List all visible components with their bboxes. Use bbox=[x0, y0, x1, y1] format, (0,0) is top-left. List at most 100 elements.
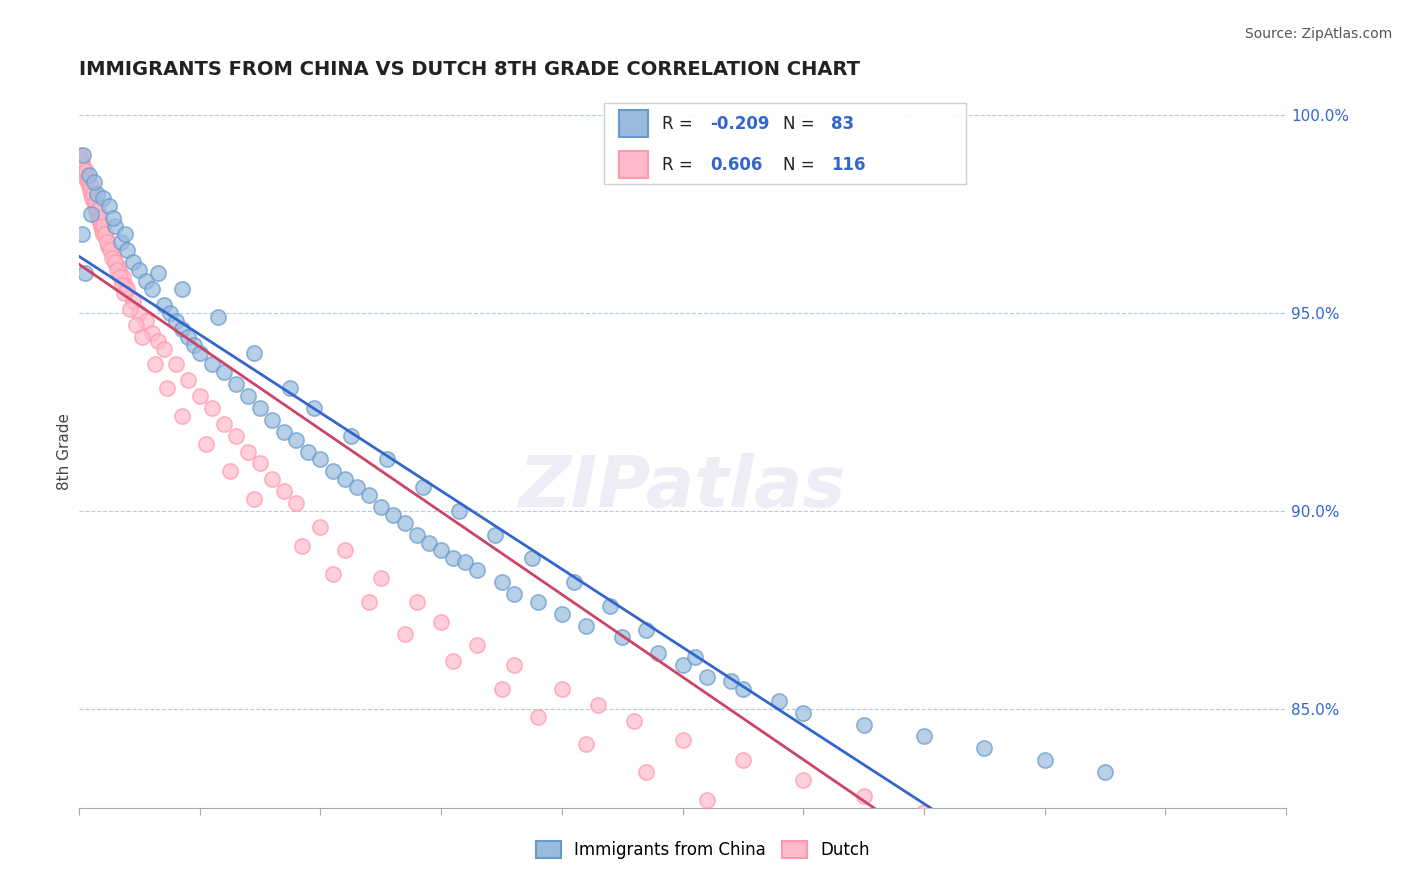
Point bbox=[94, 231, 117, 245]
Point bbox=[671, 733, 693, 747]
Point bbox=[599, 599, 621, 613]
Point bbox=[94, 227, 117, 241]
Text: 83: 83 bbox=[831, 115, 855, 133]
Point bbox=[87, 203, 110, 218]
Point bbox=[90, 219, 112, 233]
Point bbox=[394, 516, 416, 530]
Point bbox=[412, 480, 434, 494]
Point bbox=[82, 187, 104, 202]
Point bbox=[86, 187, 108, 202]
Point bbox=[165, 314, 187, 328]
Point bbox=[91, 191, 114, 205]
Point bbox=[304, 401, 326, 415]
Point bbox=[83, 195, 105, 210]
Point bbox=[491, 681, 513, 696]
Point bbox=[84, 203, 107, 218]
Point bbox=[131, 330, 153, 344]
Point bbox=[236, 444, 259, 458]
Point bbox=[696, 670, 718, 684]
Point bbox=[134, 274, 156, 288]
Point bbox=[467, 639, 489, 653]
Point bbox=[454, 555, 477, 569]
Point bbox=[73, 163, 96, 178]
Text: N =: N = bbox=[783, 156, 820, 174]
Point bbox=[122, 294, 145, 309]
Point bbox=[1094, 764, 1116, 779]
Point bbox=[70, 152, 93, 166]
Point bbox=[101, 211, 124, 225]
Point bbox=[586, 698, 609, 712]
Point bbox=[418, 535, 440, 549]
Point bbox=[285, 433, 308, 447]
Point bbox=[322, 464, 344, 478]
Point bbox=[101, 246, 124, 260]
Point bbox=[852, 717, 875, 731]
Point bbox=[1033, 753, 1056, 767]
Point bbox=[731, 753, 754, 767]
Point bbox=[201, 358, 224, 372]
Point bbox=[370, 571, 392, 585]
Point bbox=[98, 243, 121, 257]
Point bbox=[346, 480, 368, 494]
Point bbox=[194, 436, 217, 450]
Point bbox=[87, 211, 110, 225]
Point bbox=[84, 195, 107, 210]
Point bbox=[75, 168, 97, 182]
Point bbox=[89, 215, 111, 229]
Text: R =: R = bbox=[662, 115, 699, 133]
Point bbox=[188, 389, 211, 403]
Point bbox=[117, 243, 139, 257]
Point bbox=[225, 428, 247, 442]
Point bbox=[146, 267, 169, 281]
Point bbox=[143, 358, 166, 372]
Point bbox=[370, 500, 392, 514]
Point bbox=[70, 155, 93, 169]
Point bbox=[120, 302, 142, 317]
Point bbox=[491, 575, 513, 590]
Point bbox=[273, 484, 295, 499]
Text: -0.209: -0.209 bbox=[710, 115, 770, 133]
Point bbox=[647, 646, 669, 660]
Point bbox=[111, 270, 134, 285]
Point bbox=[731, 681, 754, 696]
Point bbox=[262, 472, 284, 486]
Point bbox=[152, 342, 174, 356]
Point bbox=[449, 504, 471, 518]
Point bbox=[77, 179, 100, 194]
Point bbox=[623, 714, 645, 728]
Point bbox=[720, 673, 742, 688]
Point bbox=[551, 607, 574, 621]
Point bbox=[83, 176, 105, 190]
Point bbox=[792, 706, 814, 720]
Point bbox=[1154, 855, 1177, 870]
Point bbox=[612, 631, 634, 645]
Point bbox=[114, 227, 136, 241]
Point bbox=[912, 730, 935, 744]
Point bbox=[91, 223, 114, 237]
Point bbox=[696, 793, 718, 807]
Point bbox=[889, 863, 911, 878]
Point bbox=[152, 298, 174, 312]
Point bbox=[156, 381, 179, 395]
Point bbox=[249, 457, 271, 471]
Point bbox=[91, 219, 114, 233]
Point bbox=[100, 243, 122, 257]
Point bbox=[357, 488, 380, 502]
Point bbox=[575, 737, 598, 751]
Point bbox=[249, 401, 271, 415]
Point bbox=[107, 259, 129, 273]
Point bbox=[278, 381, 301, 395]
Point bbox=[333, 472, 356, 486]
Point bbox=[430, 543, 453, 558]
Point bbox=[146, 334, 169, 348]
Point bbox=[110, 235, 132, 249]
Point bbox=[526, 709, 548, 723]
Point bbox=[104, 254, 127, 268]
Point bbox=[467, 563, 489, 577]
Point bbox=[104, 254, 127, 268]
Point bbox=[949, 884, 972, 892]
Point bbox=[79, 183, 101, 197]
Point bbox=[76, 176, 98, 190]
Point bbox=[562, 575, 585, 590]
Point bbox=[792, 772, 814, 787]
